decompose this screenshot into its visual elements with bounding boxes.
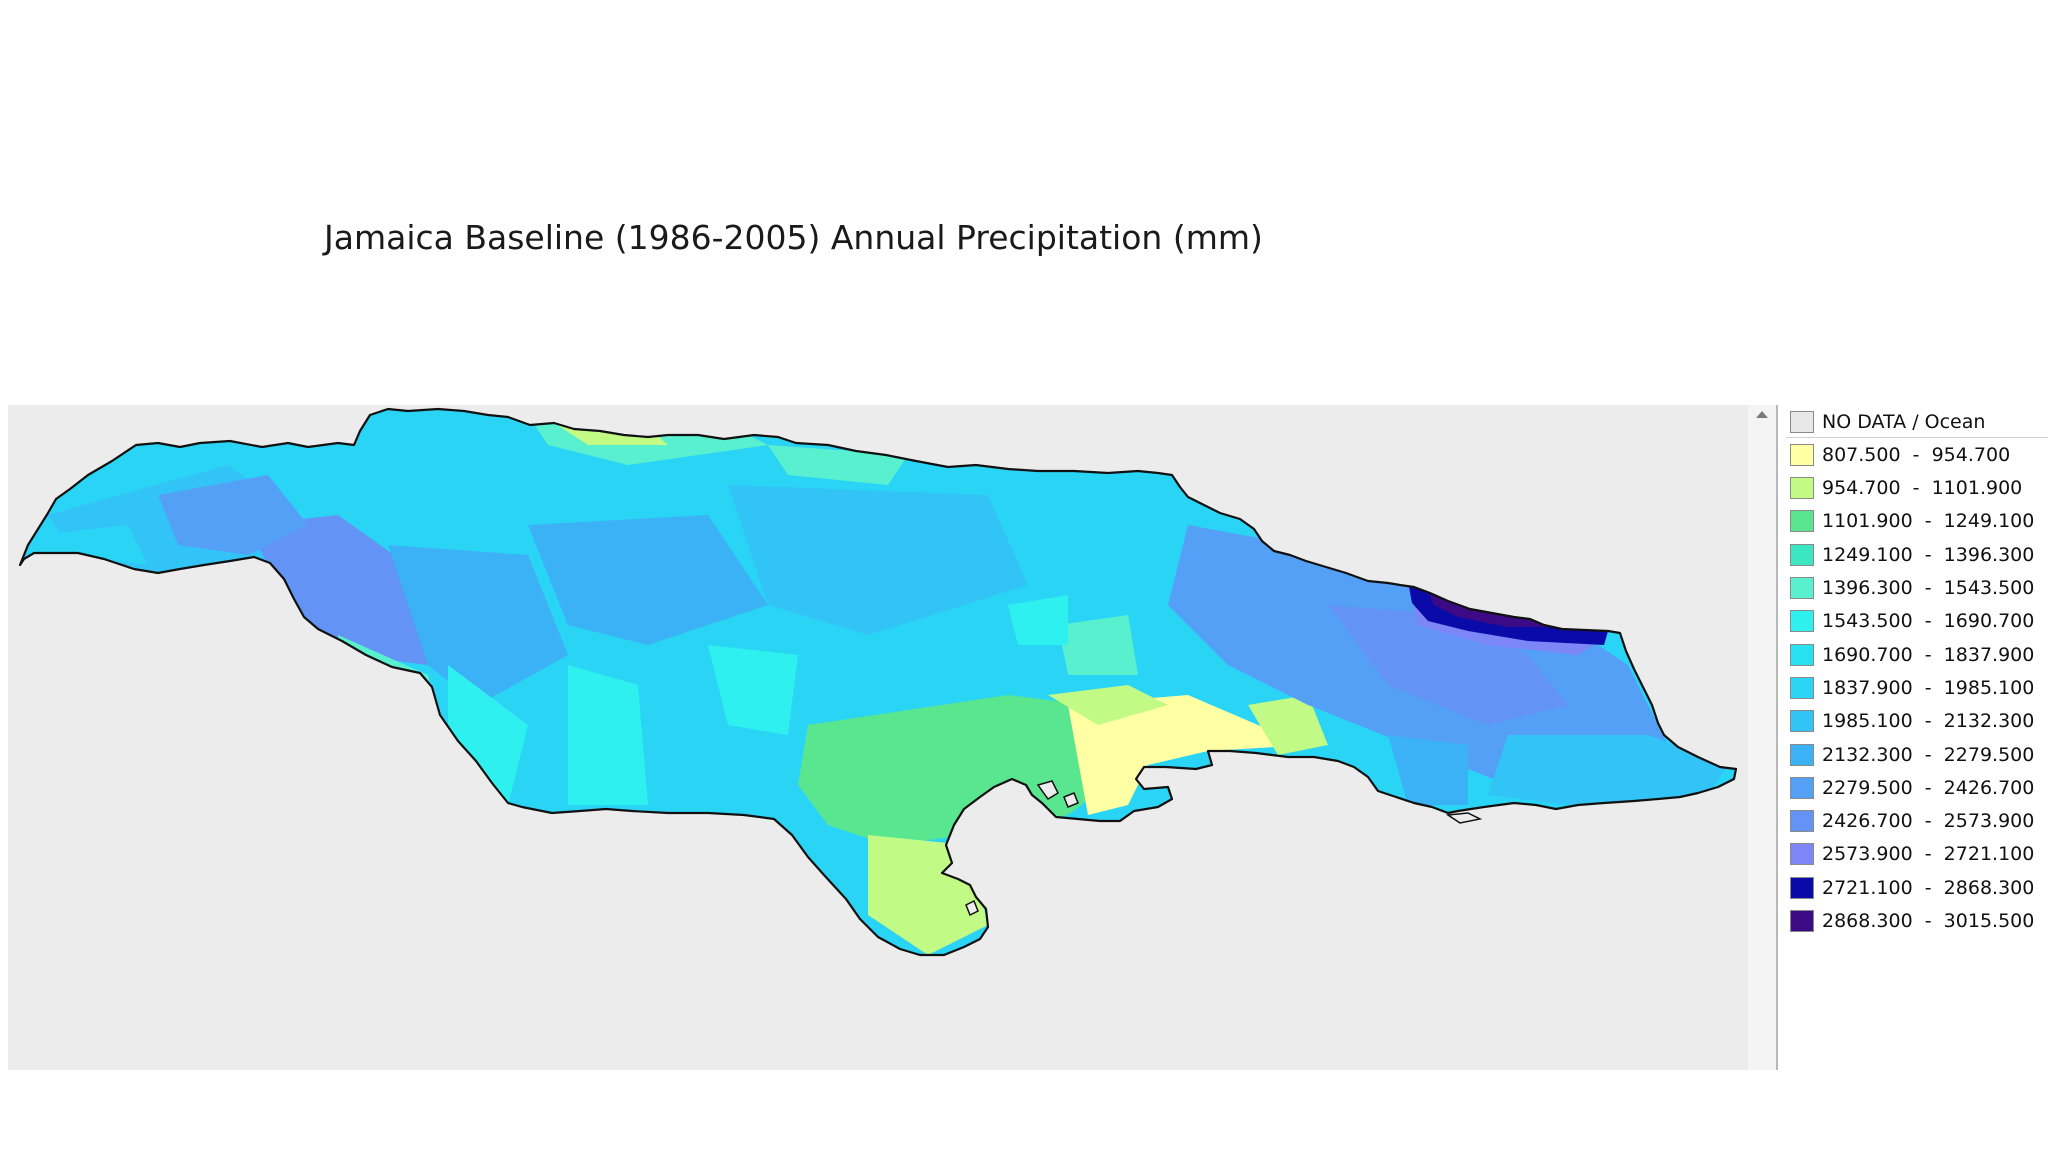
legend-label: 2573.900 - 2721.100 xyxy=(1822,843,2035,866)
legend-swatch xyxy=(1790,410,1814,433)
legend-scrollbar[interactable] xyxy=(1748,405,1778,1070)
legend-item[interactable]: 2132.300 - 2279.500 xyxy=(1786,738,2048,771)
legend-item[interactable]: 2868.300 - 3015.500 xyxy=(1786,905,2048,938)
islet xyxy=(1063,792,1079,808)
legend-swatch xyxy=(1790,443,1814,466)
legend-label: 2721.100 - 2868.300 xyxy=(1822,876,2035,899)
legend-swatch xyxy=(1790,810,1814,833)
legend-item[interactable]: 807.500 - 954.700 xyxy=(1786,438,2048,471)
legend-label: NO DATA / Ocean xyxy=(1822,410,1986,433)
precipitation-raster xyxy=(20,409,1736,955)
legend-swatch xyxy=(1790,610,1814,633)
legend-panel: NO DATA / Ocean 807.500 - 954.700 954.700 … xyxy=(1786,405,2048,1070)
legend-swatch xyxy=(1790,743,1814,766)
legend-item[interactable]: NO DATA / Ocean xyxy=(1786,405,2048,438)
legend-swatch xyxy=(1790,643,1814,666)
legend-swatch xyxy=(1790,876,1814,899)
legend-label: 2426.700 - 2573.900 xyxy=(1822,810,2035,833)
legend-swatch xyxy=(1790,710,1814,733)
jamaica-precipitation-map xyxy=(18,407,1738,957)
map-title: Jamaica Baseline (1986-2005) Annual Prec… xyxy=(324,218,1263,257)
scroll-up-arrow-icon[interactable] xyxy=(1756,411,1768,418)
legend-swatch xyxy=(1790,577,1814,599)
legend-swatch xyxy=(1790,776,1814,799)
legend-item[interactable]: 1396.300 - 1543.500 xyxy=(1786,572,2048,605)
legend-selection-frame xyxy=(1786,405,2048,438)
legend-swatch xyxy=(1790,843,1814,866)
legend-item[interactable]: 1101.900 - 1249.100 xyxy=(1786,505,2048,538)
legend-item[interactable]: 954.700 - 1101.900 xyxy=(1786,472,2048,505)
legend-label: 2868.300 - 3015.500 xyxy=(1822,910,2035,932)
legend-label: 2279.500 - 2426.700 xyxy=(1822,776,2035,799)
legend-label: 954.700 - 1101.900 xyxy=(1822,477,2023,500)
legend-item[interactable]: 1690.700 - 1837.900 xyxy=(1786,638,2048,671)
legend-label: 1985.100 - 2132.300 xyxy=(1822,710,2035,733)
legend-label: 2132.300 - 2279.500 xyxy=(1822,743,2035,766)
legend-item[interactable]: 2721.100 - 2868.300 xyxy=(1786,871,2048,904)
legend-swatch xyxy=(1790,543,1814,566)
legend-label: 1396.300 - 1543.500 xyxy=(1822,577,2035,599)
islet xyxy=(1036,780,1059,800)
legend-label: 807.500 - 954.700 xyxy=(1822,443,2011,466)
legend-label: 1101.900 - 1249.100 xyxy=(1822,510,2035,533)
islet xyxy=(1445,812,1483,824)
legend-label: 1690.700 - 1837.900 xyxy=(1822,643,2035,666)
legend-label: 1249.100 - 1396.300 xyxy=(1822,543,2035,566)
jamaica-coastline xyxy=(18,407,1738,957)
legend-swatch xyxy=(1790,676,1814,699)
legend-item[interactable]: 1543.500 - 1690.700 xyxy=(1786,605,2048,638)
legend-item[interactable]: 2573.900 - 2721.100 xyxy=(1786,838,2048,871)
legend-label: 1837.900 - 1985.100 xyxy=(1822,676,2035,699)
islet xyxy=(965,899,979,917)
map-canvas[interactable] xyxy=(8,405,1748,1070)
legend-item[interactable]: 2426.700 - 2573.900 xyxy=(1786,805,2048,838)
legend-swatch xyxy=(1790,910,1814,932)
legend-swatch xyxy=(1790,477,1814,500)
legend-item[interactable]: 1837.900 - 1985.100 xyxy=(1786,671,2048,704)
legend-item[interactable]: 1985.100 - 2132.300 xyxy=(1786,705,2048,738)
legend-item[interactable]: 1249.100 - 1396.300 xyxy=(1786,538,2048,571)
legend-swatch xyxy=(1790,510,1814,533)
legend-label: 1543.500 - 1690.700 xyxy=(1822,610,2035,633)
legend-item[interactable]: 2279.500 - 2426.700 xyxy=(1786,771,2048,804)
